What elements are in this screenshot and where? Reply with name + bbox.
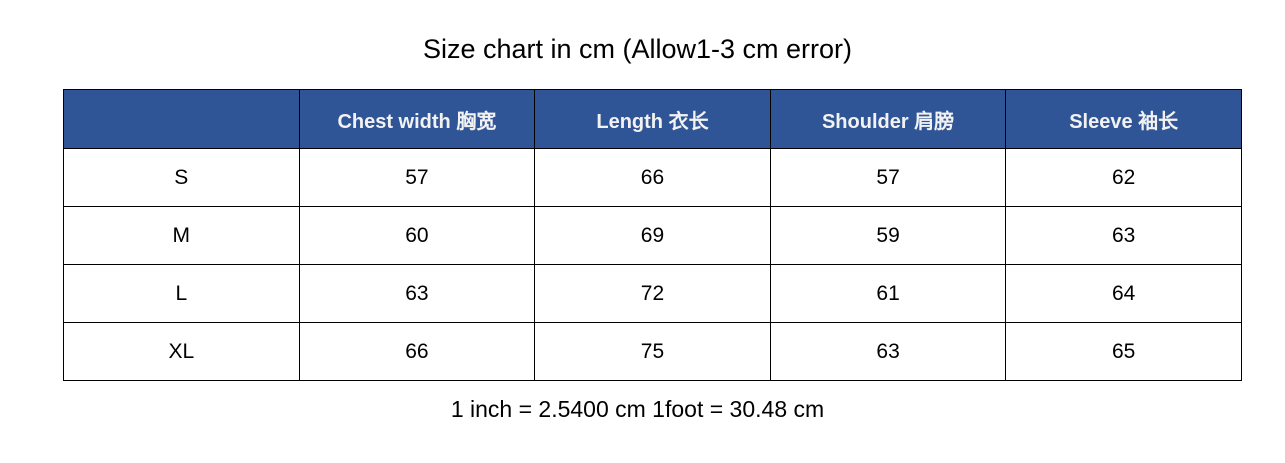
cell-shoulder: 59 — [769, 206, 1007, 265]
cell-shoulder: 63 — [769, 322, 1007, 381]
cell-length: 69 — [534, 206, 771, 265]
table-row: M 60 69 59 63 — [63, 206, 1242, 265]
cell-chest-width: 60 — [298, 206, 536, 265]
cell-length: 72 — [534, 264, 771, 323]
cell-length: 75 — [534, 322, 771, 381]
cell-sleeve: 63 — [1005, 206, 1242, 265]
header-sleeve: Sleeve 袖长 — [1005, 89, 1242, 149]
cell-sleeve: 65 — [1005, 322, 1242, 381]
chart-title: Size chart in cm (Allow1-3 cm error) — [422, 34, 853, 64]
cell-size: M — [63, 206, 300, 265]
header-chest-width: Chest width 胸宽 — [298, 89, 536, 149]
cell-shoulder: 61 — [769, 264, 1007, 323]
cell-chest-width: 66 — [298, 322, 536, 381]
cell-size: L — [63, 264, 300, 323]
table-row: L 63 72 61 64 — [63, 264, 1242, 323]
cell-size: S — [63, 148, 300, 207]
cell-size: XL — [63, 322, 300, 381]
cell-sleeve: 62 — [1005, 148, 1242, 207]
size-table: Chest width 胸宽 Length 衣长 Shoulder 肩膀 Sle… — [63, 89, 1242, 381]
cell-chest-width: 57 — [298, 148, 536, 207]
cell-length: 66 — [534, 148, 771, 207]
table-row: S 57 66 57 62 — [63, 148, 1242, 207]
table-row: XL 66 75 63 65 — [63, 322, 1242, 381]
cell-chest-width: 63 — [298, 264, 536, 323]
header-length: Length 衣长 — [534, 89, 771, 149]
header-row: Chest width 胸宽 Length 衣长 Shoulder 肩膀 Sle… — [63, 89, 1242, 149]
header-size — [63, 89, 300, 149]
header-shoulder: Shoulder 肩膀 — [769, 89, 1007, 149]
cell-sleeve: 64 — [1005, 264, 1242, 323]
conversion-note: 1 inch = 2.5400 cm 1foot = 30.48 cm — [450, 396, 825, 422]
cell-shoulder: 57 — [769, 148, 1007, 207]
